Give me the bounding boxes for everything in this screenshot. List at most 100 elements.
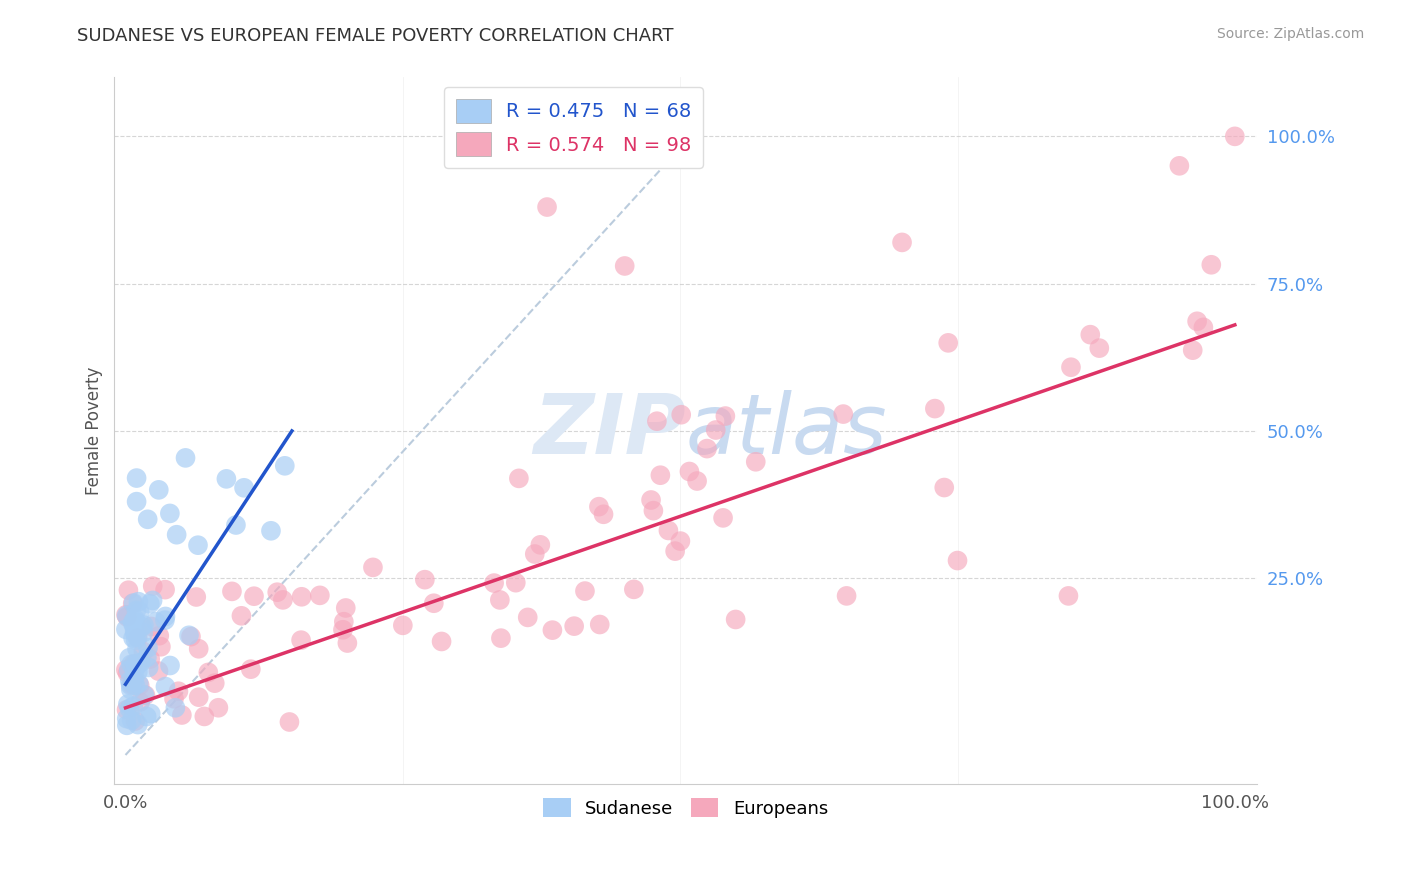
Europeans [516,610,538,624]
Sudanese [124,678,146,692]
Europeans [1078,327,1101,342]
Sudanese [121,713,143,727]
Text: SUDANESE VS EUROPEAN FEMALE POVERTY CORRELATION CHART: SUDANESE VS EUROPEAN FEMALE POVERTY CORR… [77,27,673,45]
Europeans [148,664,170,678]
Sudanese [124,626,146,640]
Europeans [122,678,145,692]
Europeans [204,676,226,690]
Text: ZIP: ZIP [533,391,686,472]
Sudanese [148,483,170,497]
Sudanese [159,658,181,673]
Sudanese [122,699,145,714]
Sudanese [165,700,187,714]
Europeans [266,585,288,599]
Text: Source: ZipAtlas.com: Source: ZipAtlas.com [1216,27,1364,41]
Sudanese [132,618,155,632]
Sudanese [118,663,141,677]
Europeans [207,700,229,714]
Europeans [489,593,512,607]
Europeans [121,597,143,611]
Sudanese [135,709,157,723]
Europeans [657,524,679,538]
Europeans [132,644,155,658]
Europeans [1168,159,1191,173]
Europeans [482,576,505,591]
Sudanese [155,680,177,694]
Europeans [129,695,152,709]
Europeans [291,590,314,604]
Sudanese [187,538,209,552]
Sudanese [127,717,149,731]
Europeans [141,619,163,633]
Europeans [121,678,143,692]
Europeans [508,471,530,485]
Sudanese [125,471,148,485]
Europeans [574,584,596,599]
Sudanese [174,450,197,465]
Europeans [669,534,692,549]
Europeans [643,504,665,518]
Europeans [128,679,150,693]
Sudanese [120,682,142,697]
Europeans [650,468,672,483]
Europeans [197,665,219,680]
Sudanese [125,641,148,656]
Europeans [1201,258,1223,272]
Europeans [392,618,415,632]
Europeans [1185,314,1208,328]
Europeans [153,582,176,597]
Europeans [239,662,262,676]
Europeans [149,640,172,654]
Europeans [704,423,727,437]
Europeans [115,663,138,677]
Europeans [193,709,215,723]
Europeans [148,629,170,643]
Europeans [686,474,709,488]
Europeans [167,684,190,698]
Sudanese [135,650,157,665]
Sudanese [128,676,150,690]
Europeans [115,607,138,622]
Europeans [163,691,186,706]
Sudanese [124,624,146,639]
Sudanese [260,524,283,538]
Europeans [489,631,512,645]
Europeans [361,560,384,574]
Europeans [115,703,138,717]
Europeans [117,583,139,598]
Sudanese [122,596,145,610]
Europeans [711,511,734,525]
Europeans [122,672,145,686]
Sudanese [125,615,148,630]
Europeans [1181,343,1204,358]
Europeans [696,442,718,456]
Europeans [623,582,645,597]
Sudanese [142,593,165,607]
Sudanese [125,494,148,508]
Europeans [589,617,612,632]
Europeans [333,615,356,629]
Europeans [170,708,193,723]
Europeans [1060,360,1083,375]
Europeans [536,200,558,214]
Europeans [221,584,243,599]
Europeans [1223,129,1246,144]
Europeans [745,455,768,469]
Europeans [1192,320,1215,334]
Europeans [142,579,165,593]
Sudanese [115,712,138,726]
Sudanese [136,640,159,655]
Europeans [187,690,209,705]
Europeans [714,409,737,423]
Sudanese [125,603,148,617]
Europeans [835,589,858,603]
Europeans [588,500,610,514]
Sudanese [127,665,149,679]
Sudanese [122,617,145,632]
Europeans [124,714,146,728]
Europeans [243,589,266,603]
Europeans [336,636,359,650]
Europeans [529,538,551,552]
Sudanese [115,608,138,623]
Europeans [640,493,662,508]
